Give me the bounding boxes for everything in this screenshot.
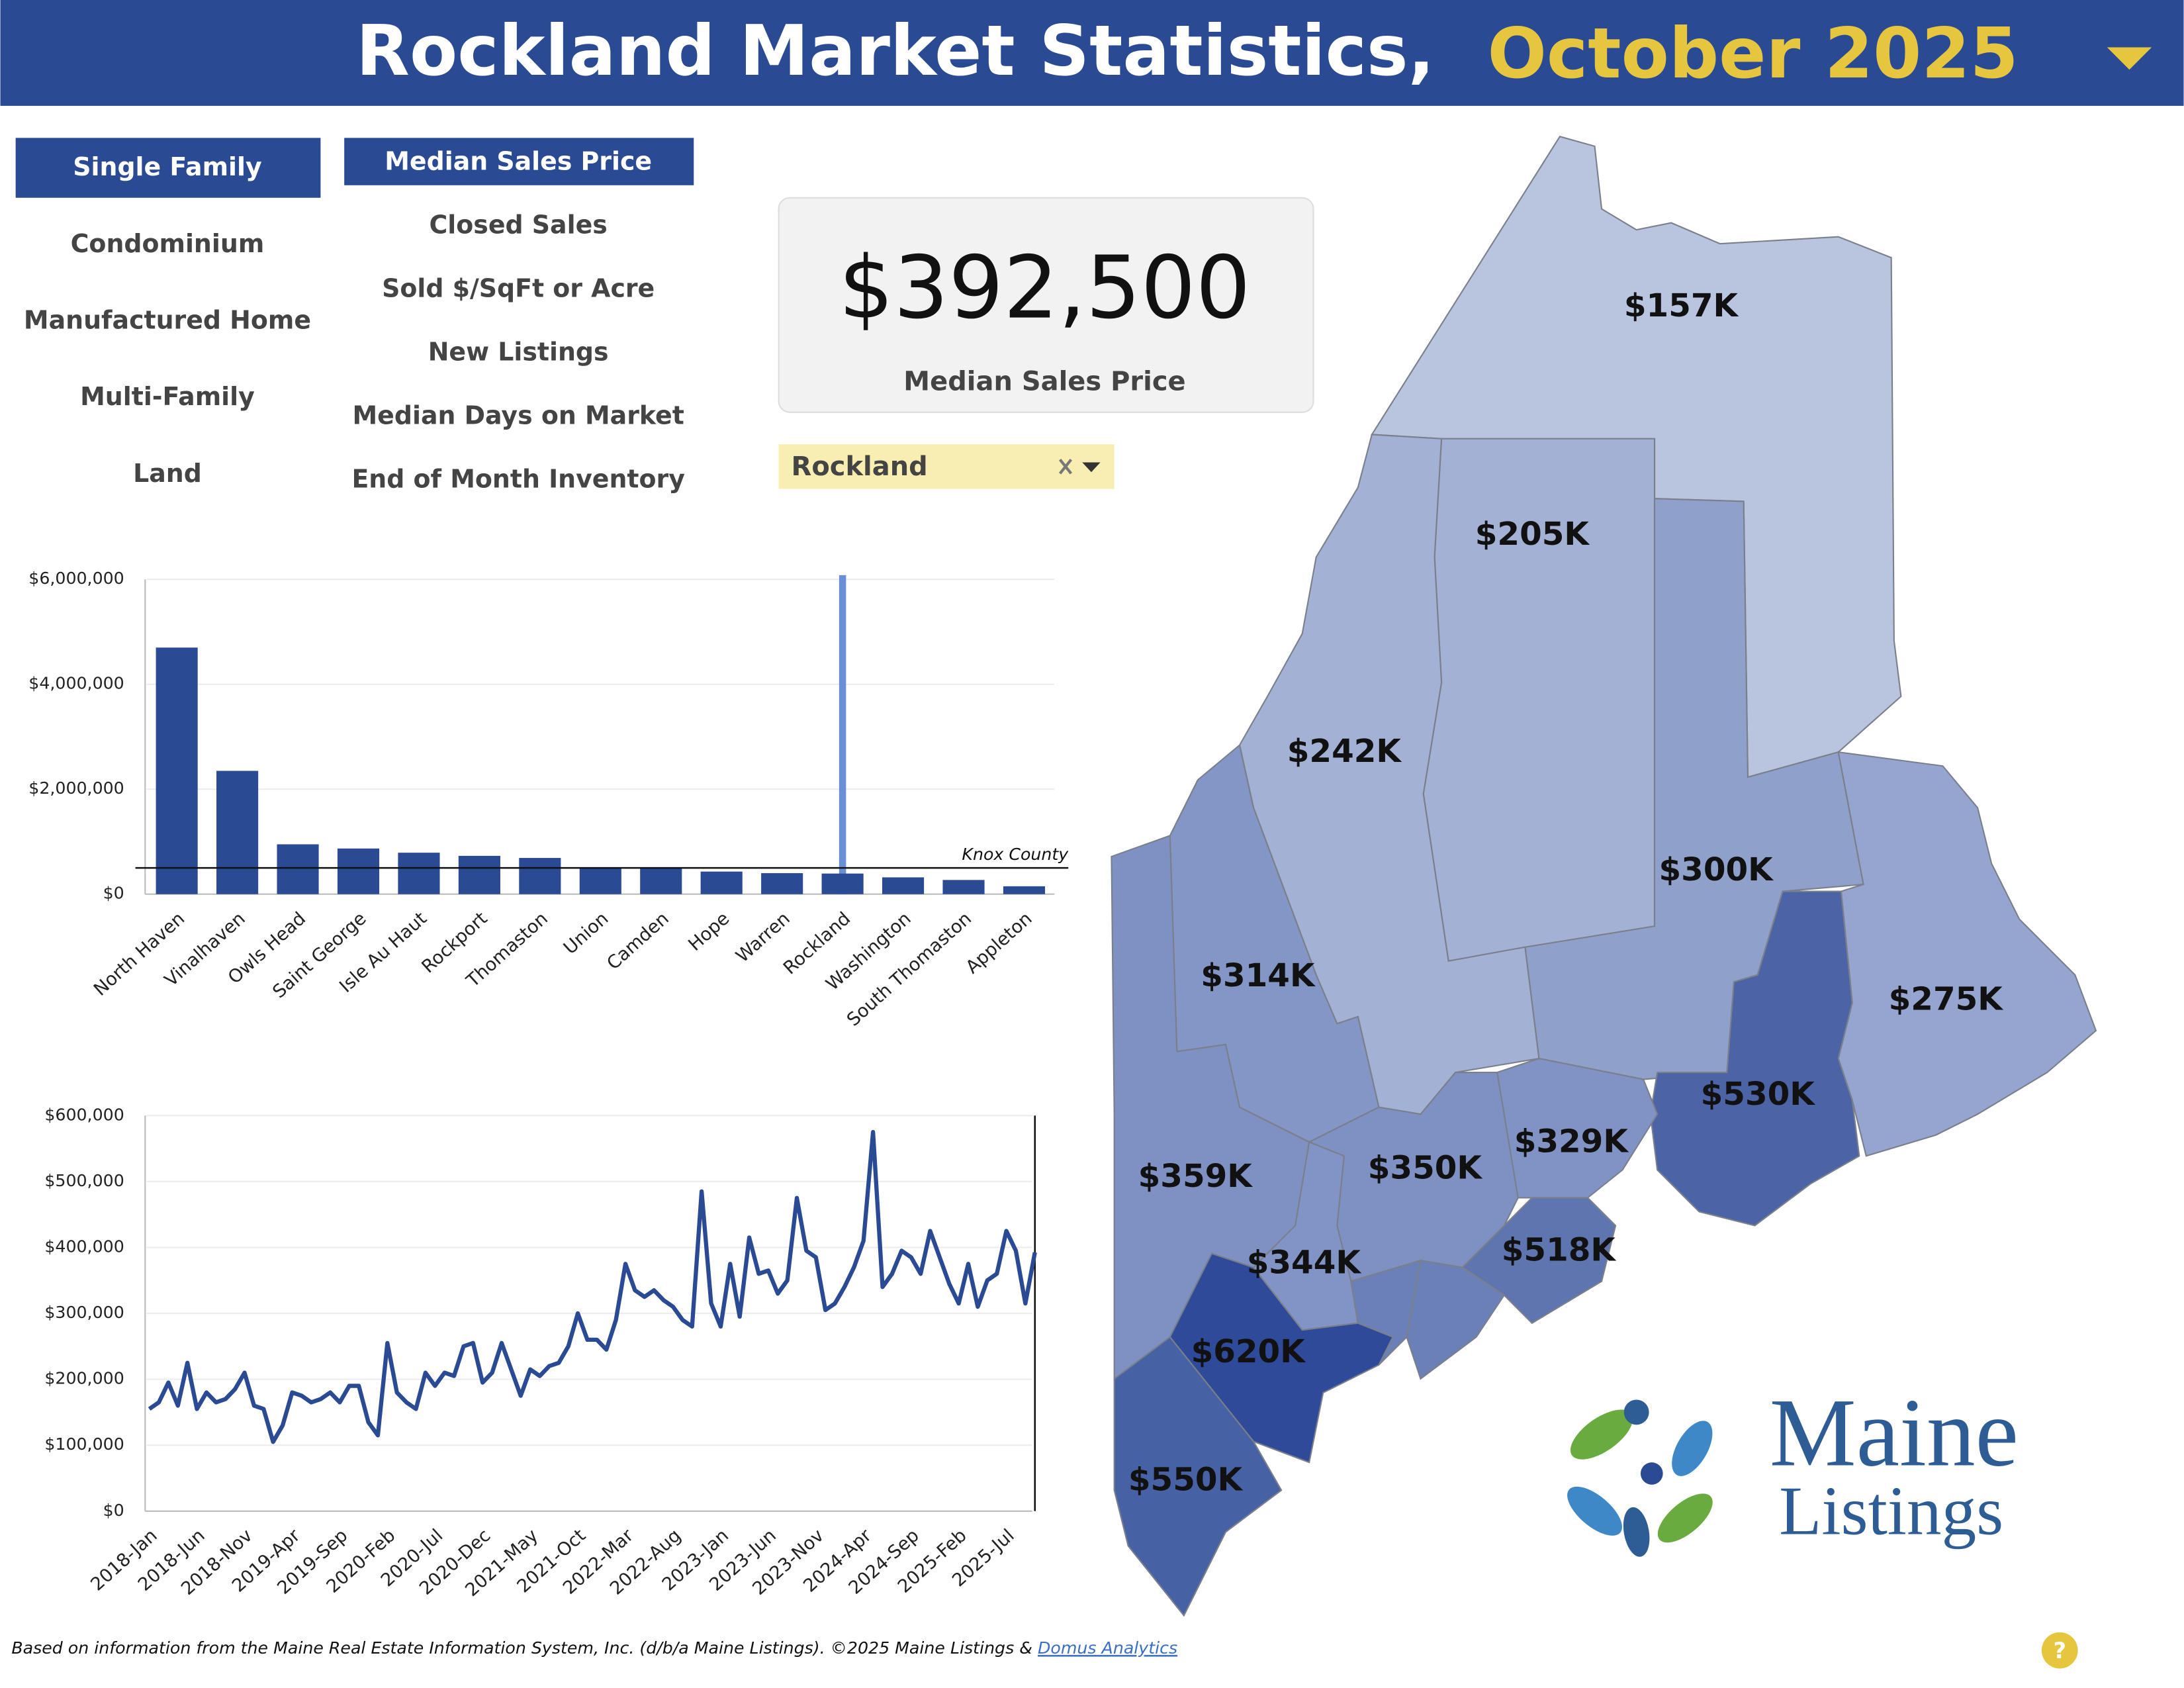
menus: Single Family Condominium Manufactured Hom… [15, 138, 694, 493]
kpi-value: $392,500 [839, 238, 1250, 338]
county-value: $205K [1475, 516, 1590, 553]
bar [398, 853, 440, 894]
county [1113, 1336, 1283, 1617]
metric[interactable]: New Listings [428, 337, 609, 366]
bar [277, 844, 319, 894]
help-icon[interactable]: ? [2053, 1638, 2066, 1664]
x-tick-label: Hope [684, 908, 733, 955]
metric[interactable]: End of Month Inventory [351, 464, 684, 493]
y-tick-label: $4,000,000 [28, 674, 124, 693]
bar [519, 858, 561, 894]
county-value: $314K [1201, 957, 1316, 994]
selected-button[interactable] [344, 138, 694, 185]
logo-mark [1672, 1421, 1713, 1476]
county-value: $344K [1247, 1244, 1362, 1281]
county-value: $300K [1659, 851, 1774, 888]
selected-button[interactable] [15, 138, 321, 198]
footer-link[interactable]: Domus Analytics [1038, 1638, 1177, 1658]
property-type[interactable]: Condominium [71, 229, 265, 258]
logo: Maine Listings [1567, 1378, 2019, 1557]
property-type[interactable]: Single Family [73, 152, 261, 181]
bar [761, 873, 803, 894]
bar [882, 877, 925, 894]
bar [156, 647, 198, 894]
county [1461, 1197, 1617, 1325]
kpi-card [778, 197, 1314, 413]
metric[interactable]: Sold $/SqFt or Acre [382, 274, 655, 303]
footer-text: Based on information from the Maine Real… [11, 1638, 1038, 1658]
map-labels: $157K $205K $242K $300K $314K $275K $530K $329K… [1128, 287, 2003, 1499]
county-value: $350K [1368, 1149, 1483, 1186]
county-value: $157K [1624, 287, 1739, 324]
county [1649, 890, 1860, 1227]
logo-text: Maine [1770, 1378, 2019, 1486]
town-filter[interactable] [778, 444, 1115, 489]
county-value: $620K [1191, 1333, 1306, 1370]
y-tick-label: $500,000 [44, 1171, 124, 1190]
bar [216, 771, 259, 894]
metric[interactable]: Median Days on Market [353, 400, 684, 430]
title: Rockland Market Statistics, [356, 10, 1435, 91]
x-tick-label: Union [560, 908, 612, 959]
bar [458, 855, 500, 894]
bar [579, 867, 621, 894]
y-tick-label: $2,000,000 [28, 778, 124, 798]
county [1837, 751, 2097, 1157]
filter-arrow[interactable] [1082, 462, 1101, 473]
logo-mark [1570, 1409, 1633, 1460]
map [1111, 135, 2097, 1617]
bar [337, 848, 380, 894]
bar [1003, 886, 1046, 894]
x-tick-label: Camden [603, 908, 672, 974]
county-value: $242K [1287, 733, 1402, 770]
y-tick-label: $100,000 [44, 1434, 124, 1454]
county-value: $518K [1502, 1231, 1617, 1268]
y-tick-label: $300,000 [44, 1303, 124, 1322]
period-dropdown[interactable] [1465, 5, 1981, 103]
kpi-label: Median Sales Price [903, 367, 1185, 397]
property-type[interactable]: Manufactured Home [24, 306, 311, 335]
county-value: $550K [1128, 1462, 1244, 1499]
logo-mark [1640, 1462, 1663, 1485]
logo-mark [1657, 1493, 1713, 1543]
footer: Based on information from the Maine Real… [11, 1638, 1177, 1658]
y-tick-label: $200,000 [44, 1369, 124, 1388]
property-type[interactable]: Multi-Family [80, 382, 255, 411]
y-tick-label: $0 [103, 1501, 124, 1520]
bar [942, 880, 985, 894]
county [1496, 1057, 1659, 1199]
reference-label: Knox County [962, 845, 1069, 864]
y-tick-label: $6,000,000 [28, 569, 124, 588]
bar [700, 871, 743, 894]
bar [640, 867, 682, 894]
x-tick-label: Appleton [962, 908, 1036, 978]
metric[interactable]: Closed Sales [430, 211, 608, 240]
period[interactable]: October 2025 [1488, 13, 2019, 94]
logo-mark [1623, 1507, 1650, 1557]
county-value: $359K [1138, 1158, 1253, 1195]
y-tick-label: $0 [103, 884, 124, 903]
line [148, 1130, 1037, 1444]
filter-value[interactable]: Rockland [792, 451, 928, 482]
bar [821, 873, 864, 894]
logo-text: Listings [1779, 1472, 2003, 1549]
help-button[interactable] [2041, 1632, 2078, 1669]
property-type[interactable]: Land [133, 459, 202, 488]
metric[interactable]: Median Sales Price [385, 147, 652, 176]
dropdown-arrow[interactable] [2107, 47, 2152, 70]
y-tick-label: $600,000 [44, 1105, 124, 1124]
county-value: $275K [1889, 981, 2004, 1018]
logo-mark [1567, 1486, 1622, 1536]
y-tick-label: $400,000 [44, 1237, 124, 1256]
clear-filter[interactable] [1058, 458, 1073, 475]
logo-mark [1623, 1399, 1649, 1425]
county-value: $329K [1514, 1123, 1629, 1160]
county-value: $530K [1701, 1076, 1816, 1113]
